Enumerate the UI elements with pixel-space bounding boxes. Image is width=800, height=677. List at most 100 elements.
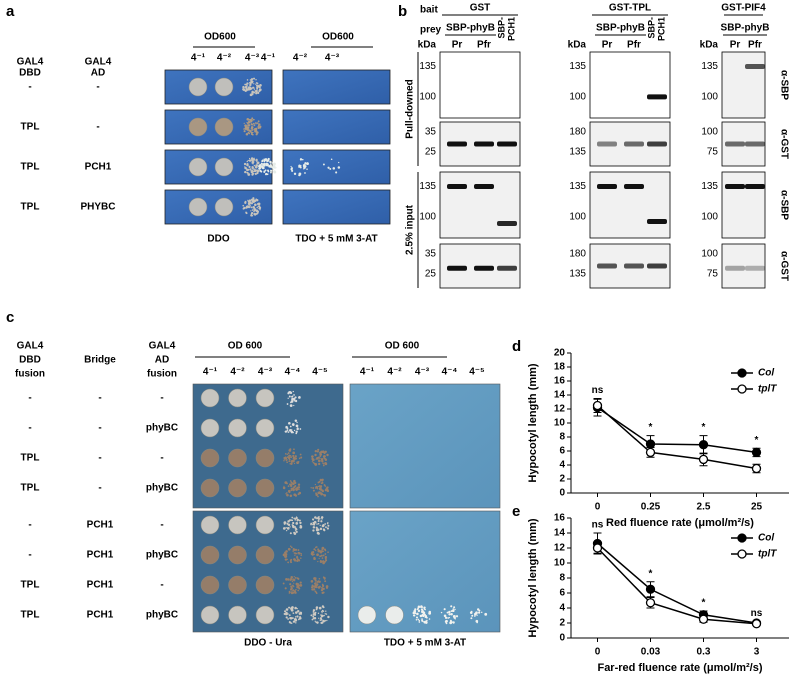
colony-speck <box>326 619 328 622</box>
colony-speck <box>259 169 262 172</box>
label: DBD <box>19 68 41 79</box>
label: - <box>160 393 163 404</box>
label: - <box>98 393 101 404</box>
colony-speck <box>252 77 256 80</box>
colony-speck <box>289 617 292 620</box>
kda-marker: 100 <box>701 212 718 223</box>
colony-speck <box>298 584 301 587</box>
colony <box>200 448 220 468</box>
legend-label: Col <box>758 368 774 379</box>
legend-label: Col <box>758 533 774 544</box>
colony-speck <box>251 166 254 168</box>
colony-speck <box>270 169 273 172</box>
blot <box>589 51 671 119</box>
colony-speck <box>312 521 315 524</box>
colony-speck <box>325 613 328 615</box>
colony-speck <box>291 579 293 581</box>
label: Pfr <box>627 40 641 51</box>
colony-speck <box>294 554 296 556</box>
x-tick-label: 2.5 <box>697 502 711 513</box>
colony-speck <box>252 118 255 121</box>
colony <box>255 448 275 468</box>
colony-speck <box>300 165 302 167</box>
colony-speck <box>254 169 257 172</box>
band <box>647 263 667 269</box>
label: GAL4 <box>149 341 176 352</box>
band <box>447 265 467 271</box>
y-tick-label: 6 <box>559 588 565 599</box>
colony-speck <box>286 459 288 461</box>
colony-speck <box>288 421 291 425</box>
colony-speck <box>257 170 260 173</box>
label: - <box>98 423 101 434</box>
x-axis-label: Red fluence rate (μmol/m²/s) <box>606 517 754 529</box>
label: α-GST <box>778 129 789 159</box>
colony-speck <box>318 606 322 610</box>
colony-speck <box>445 619 448 623</box>
colony-speck <box>296 555 298 558</box>
colony-speck <box>293 578 296 581</box>
colony-speck <box>325 559 328 562</box>
colony-speck <box>244 83 247 86</box>
colony-speck <box>255 122 257 125</box>
colony-speck <box>320 554 323 557</box>
colony-speck <box>415 618 418 621</box>
colony-speck <box>473 615 476 617</box>
label: OD 600 <box>385 341 420 352</box>
colony-speck <box>315 492 317 495</box>
colony-speck <box>318 577 321 580</box>
label: GST-PIF4 <box>721 3 766 14</box>
colony-speck <box>317 612 320 615</box>
colony-speck <box>317 560 319 563</box>
colony-speck <box>448 616 451 619</box>
colony-speck <box>288 429 292 432</box>
colony-speck <box>248 157 251 160</box>
colony-speck <box>289 404 293 407</box>
colony-speck <box>293 172 297 176</box>
colony-speck <box>284 587 287 590</box>
colony-speck <box>293 582 295 584</box>
marker <box>645 584 656 594</box>
colony-speck <box>304 162 307 165</box>
colony-speck <box>300 166 302 169</box>
marker <box>645 439 656 449</box>
label: Pr <box>452 40 463 51</box>
colony-speck <box>312 617 315 620</box>
colony-speck <box>293 531 296 534</box>
colony-speck <box>297 549 300 551</box>
y-tick-label: 6 <box>559 446 565 457</box>
colony-speck <box>294 519 297 521</box>
colony-speck <box>293 399 296 402</box>
label: TPL <box>21 610 40 621</box>
colony-speck <box>321 550 324 552</box>
colony-speck <box>318 459 321 462</box>
x-tick-label: 0.03 <box>641 647 661 658</box>
y-tick-label: 14 <box>554 390 566 401</box>
colony-speck <box>287 520 290 523</box>
colony-speck <box>244 167 247 170</box>
dilution: 4⁻¹ <box>360 367 375 378</box>
colony-speck <box>293 404 295 407</box>
colony-speck <box>316 580 319 583</box>
colony <box>255 575 275 595</box>
label: SBP-phyB <box>596 23 645 34</box>
dilution: 4⁻¹ <box>261 53 276 64</box>
colony-speck <box>475 611 478 615</box>
colony-speck <box>323 614 325 617</box>
colony-speck <box>310 586 314 589</box>
y-tick-label: 10 <box>554 418 566 429</box>
colony-speck <box>452 608 454 610</box>
colony-speck <box>321 609 324 612</box>
colony-speck <box>421 618 423 620</box>
colony-speck <box>253 128 255 131</box>
colony-speck <box>246 85 248 87</box>
colony <box>228 575 247 595</box>
colony <box>228 448 247 468</box>
colony-speck <box>290 462 293 465</box>
band <box>447 184 467 190</box>
colony-speck <box>248 206 251 209</box>
colony-speck <box>252 168 254 170</box>
colony <box>200 388 220 408</box>
colony-speck <box>250 133 253 136</box>
colony-speck <box>317 456 320 459</box>
